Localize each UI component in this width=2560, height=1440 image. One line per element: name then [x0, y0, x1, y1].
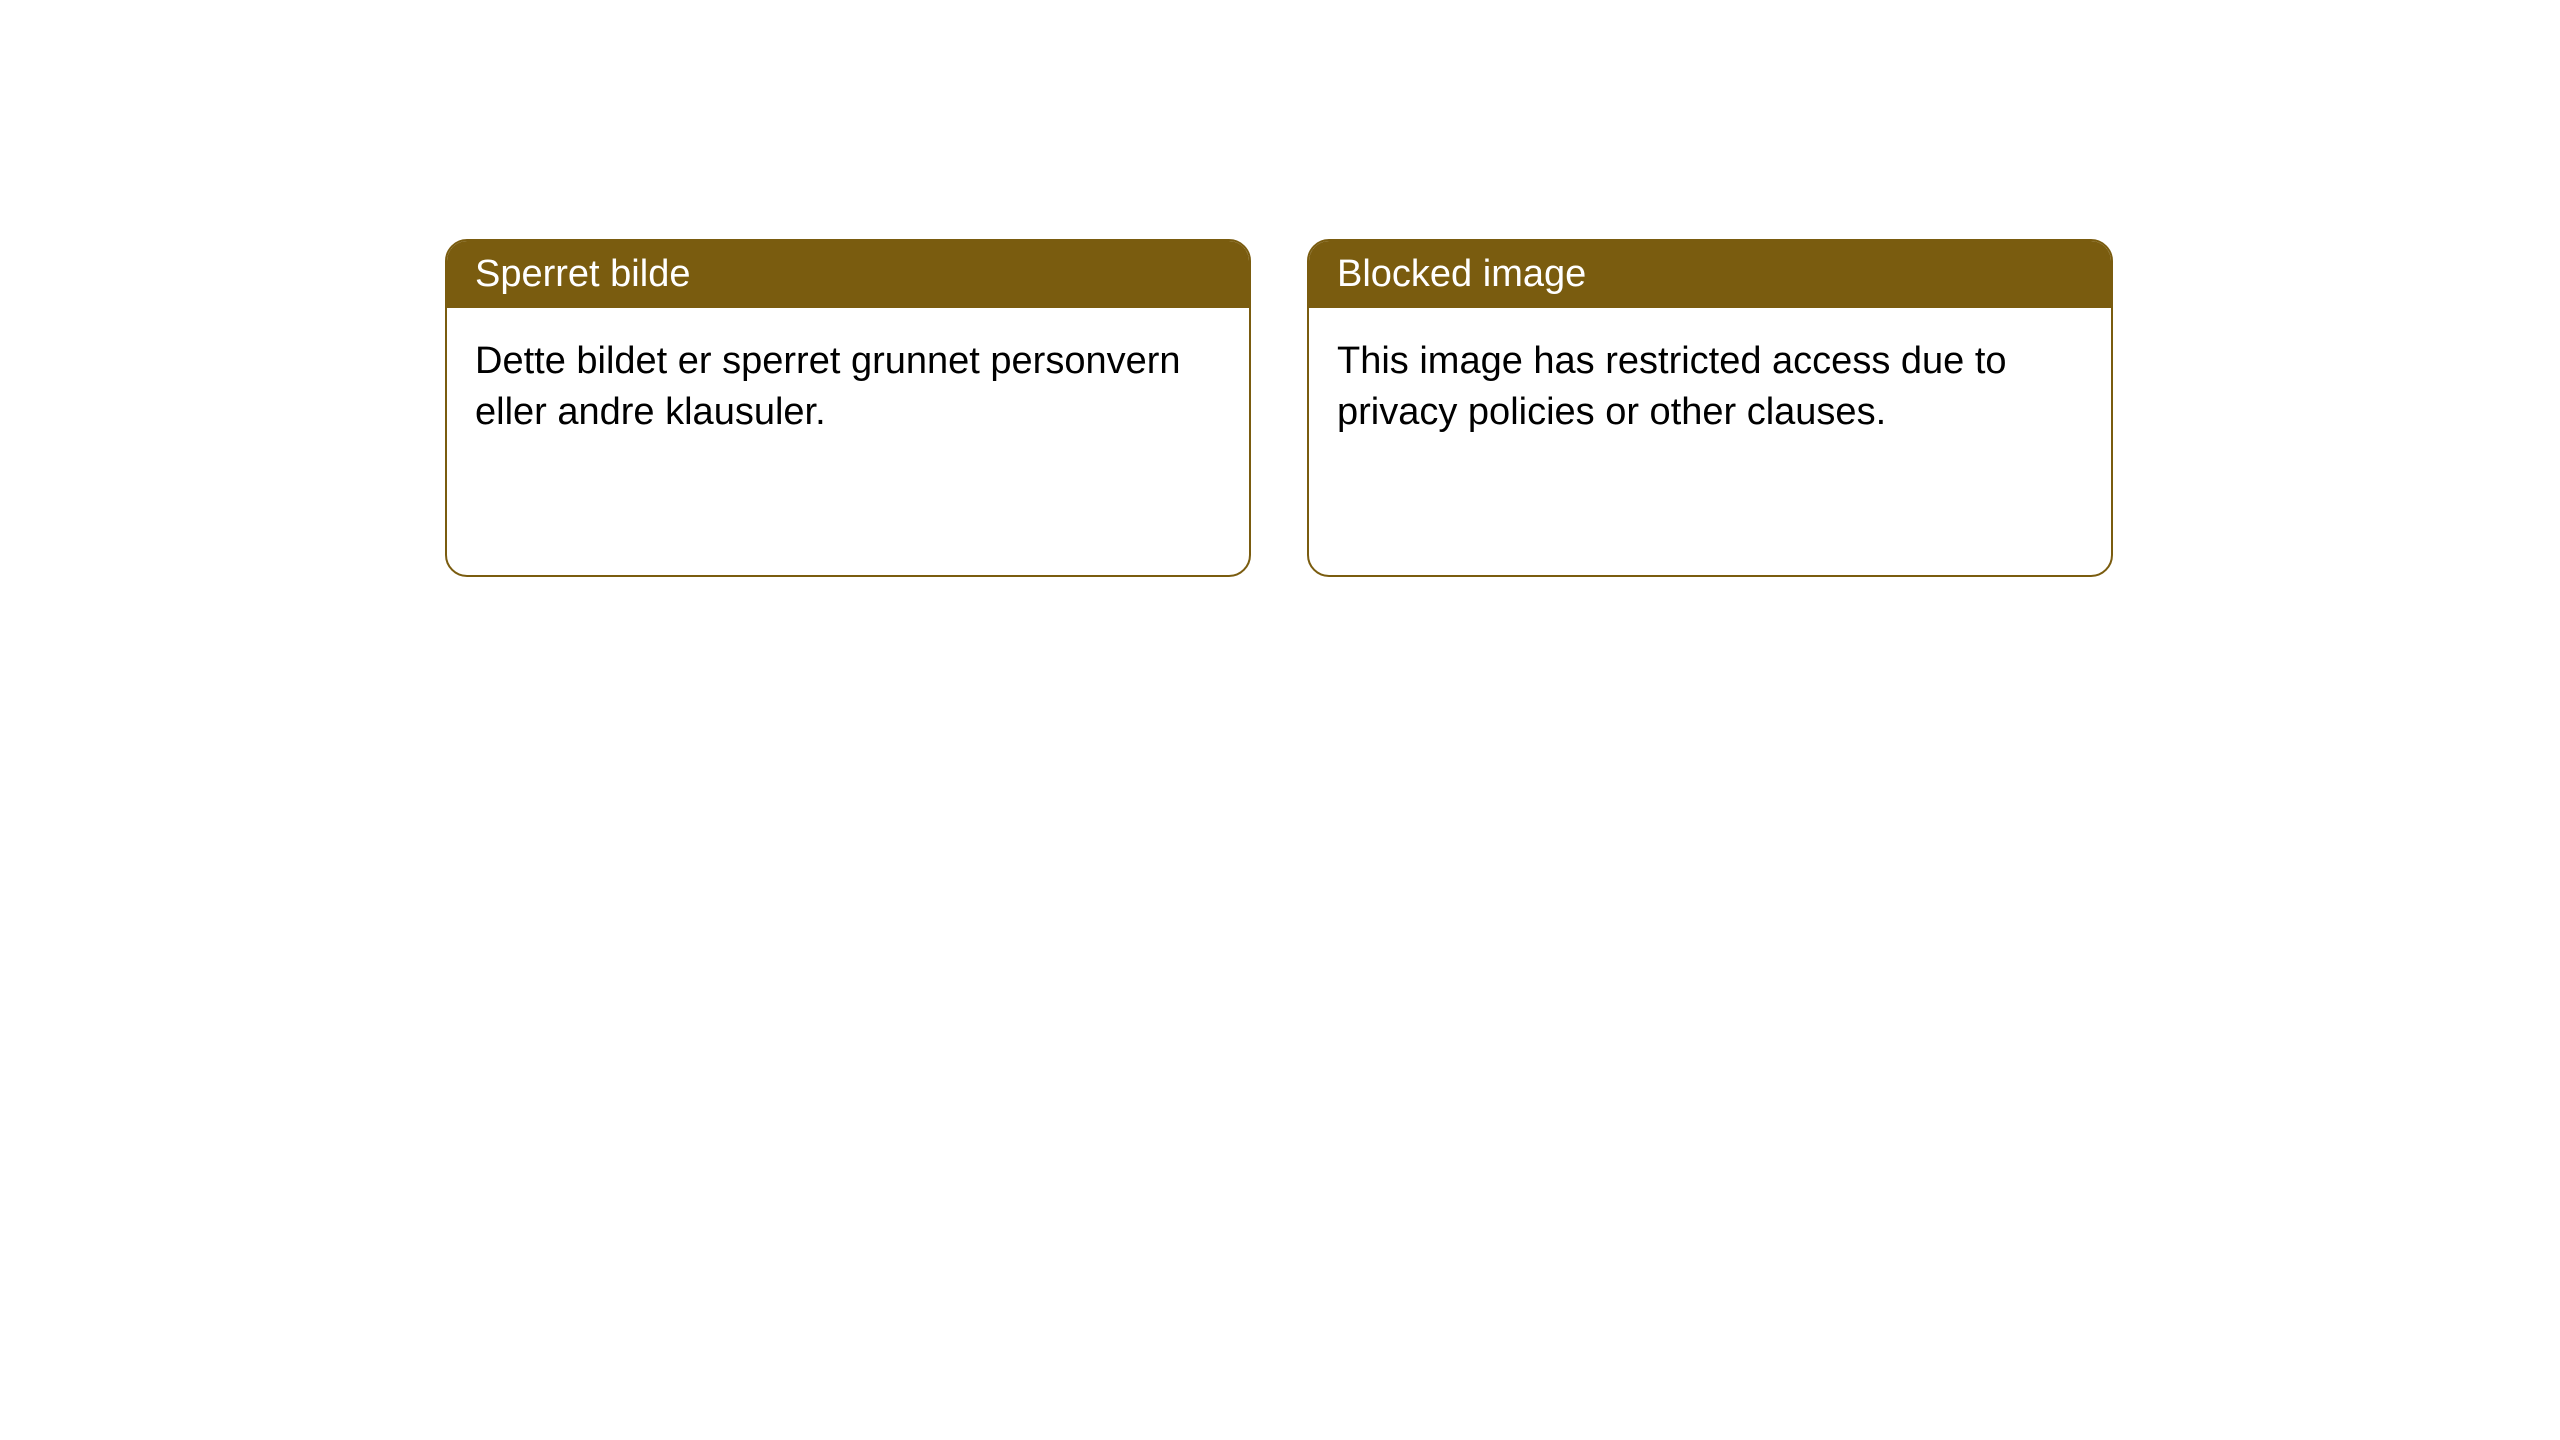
card-body: This image has restricted access due to …: [1309, 308, 2111, 575]
card-header: Sperret bilde: [447, 241, 1249, 308]
notice-card-norwegian: Sperret bilde Dette bildet er sperret gr…: [445, 239, 1251, 577]
card-header-text: Sperret bilde: [475, 253, 690, 295]
card-header-text: Blocked image: [1337, 253, 1586, 295]
notice-card-english: Blocked image This image has restricted …: [1307, 239, 2113, 577]
card-body: Dette bildet er sperret grunnet personve…: [447, 308, 1249, 575]
card-body-text: This image has restricted access due to …: [1337, 340, 2007, 433]
card-header: Blocked image: [1309, 241, 2111, 308]
notice-container: Sperret bilde Dette bildet er sperret gr…: [445, 239, 2113, 577]
card-body-text: Dette bildet er sperret grunnet personve…: [475, 340, 1181, 433]
